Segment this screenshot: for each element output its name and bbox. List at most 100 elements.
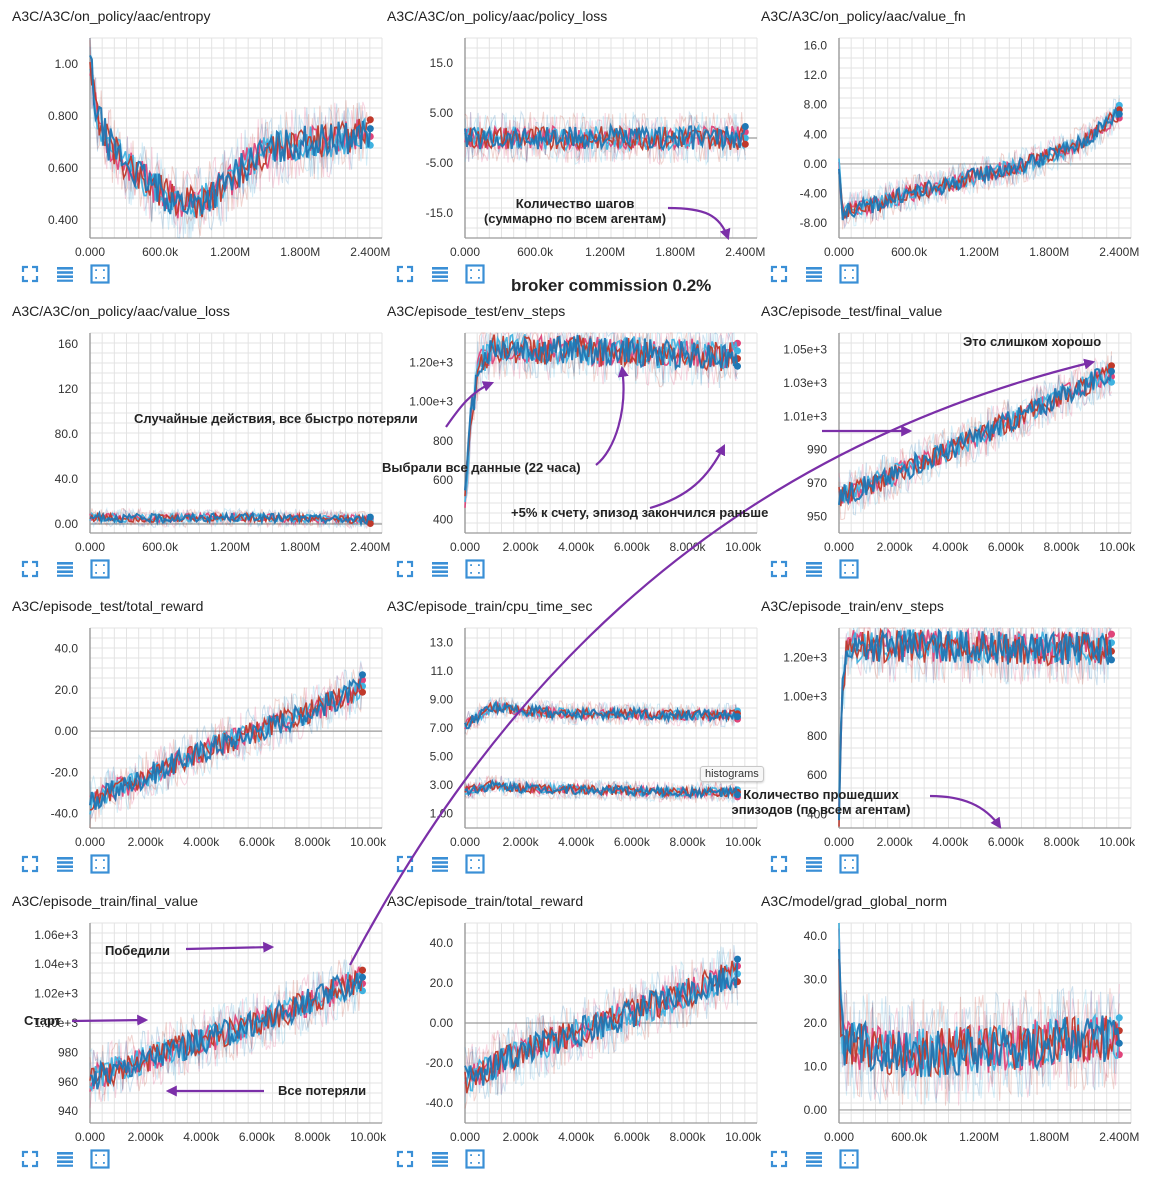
chart-title: A3C/A3C/on_policy/aac/entropy (12, 8, 211, 24)
series-line (464, 960, 739, 1094)
data-table-icon[interactable] (804, 264, 824, 284)
expand-icon[interactable] (20, 559, 40, 579)
expand-icon[interactable] (20, 264, 40, 284)
fit-domain-icon[interactable] (90, 1149, 110, 1169)
data-table-icon[interactable] (430, 854, 450, 874)
series-line (838, 105, 1121, 216)
fit-domain-icon[interactable] (465, 854, 485, 874)
fit-domain-icon[interactable] (90, 854, 110, 874)
y-tick-label: 160 (58, 337, 78, 351)
expand-icon[interactable] (769, 854, 789, 874)
x-tick-label: 6.000k (614, 1130, 651, 1144)
data-table-icon[interactable] (55, 1149, 75, 1169)
x-tick-label: 4.000k (558, 540, 595, 554)
expand-icon[interactable] (20, 854, 40, 874)
chart-plot[interactable]: 0.000 2.000k 4.000k 6.000k 8.000k 10.00k -40.0… (12, 598, 387, 849)
data-table-icon[interactable] (55, 559, 75, 579)
x-tick-label: 1.200M (210, 540, 250, 554)
expand-icon[interactable] (769, 1149, 789, 1169)
fit-domain-icon[interactable] (465, 264, 485, 284)
x-tick-label: 2.000k (128, 835, 165, 849)
x-tick-label: 6.000k (614, 835, 651, 849)
x-tick-label: 600.0k (891, 245, 928, 259)
chart-plot[interactable]: 0.000 600.0k 1.200M 1.800M 2.400M -15.0 -5.00 5… (387, 8, 765, 259)
y-tick-label: 120 (58, 382, 78, 396)
chart-plot[interactable]: 0.000 2.000k 4.000k 6.000k 8.000k 10.00k -40.0… (387, 893, 762, 1144)
expand-icon[interactable] (769, 559, 789, 579)
x-tick-label: 0.000 (75, 540, 105, 554)
x-tick-label: 4.000k (558, 1130, 595, 1144)
series-line (89, 68, 372, 219)
y-tick-label: 0.800 (48, 109, 78, 123)
y-tick-label: 5.00 (430, 750, 454, 764)
x-tick-label: 1.800M (280, 540, 320, 554)
y-tick-label: 950 (807, 509, 827, 523)
fit-domain-icon[interactable] (839, 854, 859, 874)
y-tick-label: 0.400 (48, 213, 78, 227)
expand-icon[interactable] (395, 854, 415, 874)
data-table-icon[interactable] (430, 559, 450, 579)
expand-icon[interactable] (395, 559, 415, 579)
fit-domain-icon[interactable] (465, 1149, 485, 1169)
episodes-note-label: Количество прошедших эпизодов (по всем а… (718, 787, 924, 817)
y-tick-label: 400 (433, 512, 453, 526)
chart-panel: A3C/episode_train/final_value 0.000 2.000k… (12, 893, 387, 1185)
x-tick-label: 6.000k (614, 540, 651, 554)
x-tick-label: 8.000k (669, 835, 706, 849)
histograms-tooltip: histograms (700, 766, 764, 782)
data-table-icon[interactable] (430, 1149, 450, 1169)
x-tick-label: 10.00k (350, 1130, 387, 1144)
y-tick-label: 0.00 (55, 517, 79, 531)
y-tick-label: -20.0 (426, 1056, 454, 1070)
series-raw-line (89, 669, 363, 829)
data-table-icon[interactable] (55, 264, 75, 284)
x-tick-label: 6.000k (988, 835, 1025, 849)
series-end-point (1108, 630, 1115, 638)
y-tick-label: 10.0 (804, 1059, 828, 1073)
expand-icon[interactable] (769, 264, 789, 284)
series-line (838, 922, 1121, 1078)
expand-icon[interactable] (395, 1149, 415, 1169)
chart-plot[interactable]: 0.000 600.0k 1.200M 1.800M 2.400M 0.00 10.0 20.… (761, 893, 1139, 1144)
y-tick-label: 1.02e+3 (34, 987, 78, 1001)
y-tick-label: 1.00e+3 (409, 395, 453, 409)
fit-domain-icon[interactable] (839, 264, 859, 284)
x-tick-label: 6.000k (239, 1130, 276, 1144)
series-line (89, 62, 372, 219)
x-tick-label: 0.000 (450, 245, 480, 259)
fit-domain-icon[interactable] (90, 264, 110, 284)
x-tick-label: 0.000 (824, 1130, 854, 1144)
chart-plot[interactable]: 0.000 2.000k 4.000k 6.000k 8.000k 10.00k 940 96… (12, 893, 387, 1144)
fit-domain-icon[interactable] (90, 559, 110, 579)
x-tick-label: 1.800M (655, 245, 695, 259)
series-end-point (1108, 656, 1115, 664)
y-tick-label: 600 (807, 768, 827, 782)
x-tick-label: 0.000 (75, 1130, 105, 1144)
x-tick-label: 0.000 (450, 540, 480, 554)
chart-plot[interactable]: 0.000 600.0k 1.200M 1.800M 2.400M -8.00 -4.00 0… (761, 8, 1139, 259)
fit-domain-icon[interactable] (465, 559, 485, 579)
y-tick-label: 40.0 (55, 472, 79, 486)
y-tick-label: 20.0 (804, 1016, 828, 1030)
data-table-icon[interactable] (804, 1149, 824, 1169)
fit-domain-icon[interactable] (839, 559, 859, 579)
expand-icon[interactable] (20, 1149, 40, 1169)
expand-icon[interactable] (395, 264, 415, 284)
series-line (464, 962, 739, 1092)
y-tick-label: 4.00 (804, 127, 828, 141)
data-table-icon[interactable] (804, 854, 824, 874)
chart-plot[interactable]: 0.000 600.0k 1.200M 1.800M 2.400M 0.400 0.600 0… (12, 8, 390, 259)
x-tick-label: 10.00k (725, 1130, 762, 1144)
chart-plot[interactable]: 0.000 600.0k 1.200M 1.800M 2.400M 0.00 40.0 80.… (12, 303, 390, 554)
x-tick-label: 2.000k (128, 1130, 165, 1144)
x-tick-label: 2.400M (725, 245, 765, 259)
data-table-icon[interactable] (430, 264, 450, 284)
x-tick-label: 2.000k (877, 835, 914, 849)
x-tick-label: 4.000k (932, 540, 969, 554)
data-table-icon[interactable] (804, 559, 824, 579)
fit-domain-icon[interactable] (839, 1149, 859, 1169)
data-table-icon[interactable] (55, 854, 75, 874)
x-tick-label: 6.000k (239, 835, 276, 849)
x-tick-label: 6.000k (988, 540, 1025, 554)
chart-plot[interactable]: 0.000 2.000k 4.000k 6.000k 8.000k 10.00k 1.00 3… (387, 598, 762, 849)
